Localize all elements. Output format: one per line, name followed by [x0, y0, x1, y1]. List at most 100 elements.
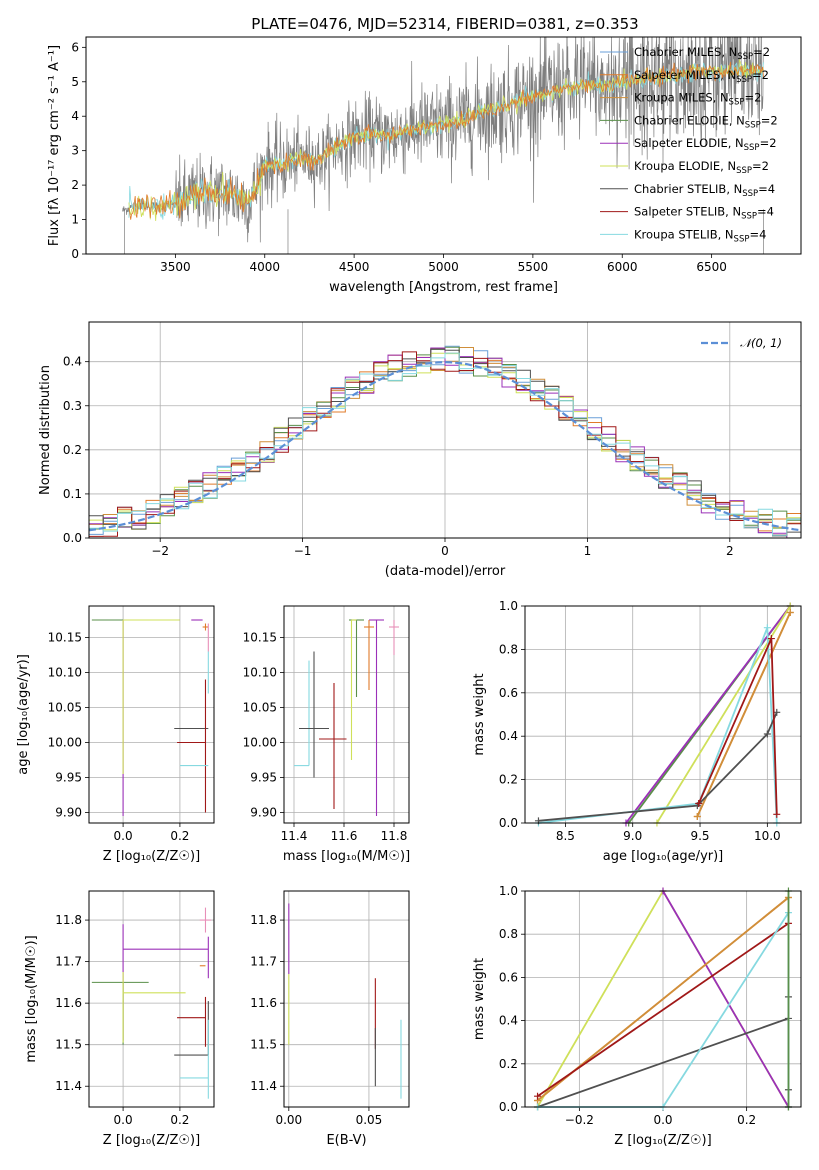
legend-label: Chabrier MILES, N	[634, 45, 737, 59]
legend-subscript: SSP	[737, 52, 753, 62]
x-tick-label: 0	[441, 544, 449, 558]
axes-age_vs_Z: 0.0 0.2 9.90 9.95 10.00 10.05 10.10 10.15 Z [log…	[16, 605, 215, 864]
y-tick-label: 10.00	[243, 736, 277, 750]
errorbar-point-8	[179, 1019, 209, 1099]
y-tick-label: 11.5	[55, 1038, 82, 1052]
legend-label: Kroupa ELODIE, N	[634, 159, 736, 173]
legend-suffix: =2	[744, 91, 761, 105]
y-tick-label: 0.0	[499, 1100, 518, 1114]
axes-frame-mass_vs_Z	[88, 890, 215, 1108]
errorbar-point-6	[177, 996, 207, 1047]
errorbar-point-5	[369, 619, 384, 816]
x-tick-label: 9.0	[623, 829, 642, 843]
errorbar-point-7	[174, 1001, 209, 1056]
x-tick-label: −0.2	[565, 1113, 594, 1127]
legend-subscript: SSP	[742, 189, 758, 199]
legend-label: Chabrier ELODIE, N	[634, 113, 745, 127]
axes-frame-weight_vs_age	[524, 605, 802, 824]
legend-suffix: =2	[752, 68, 769, 82]
legend-subscript: SSP	[741, 212, 757, 222]
errorbar-point-6	[364, 620, 374, 690]
x-axis-label: mass [log₁₀(M/M☉)]	[283, 849, 410, 864]
axes-mass_vs_Z: 0.0 0.2 11.4 11.5 11.6 11.7 11.8 Z [log₁₀(Z/Z☉)…	[24, 890, 215, 1148]
errorbar-point-2	[122, 972, 186, 1043]
x-axis-label: Z [log₁₀(Z/Z☉)]	[103, 849, 200, 864]
legend-subscript: SSP	[729, 98, 745, 108]
x-tick-label: 8.5	[556, 829, 575, 843]
x-tick-label: 11.4	[281, 829, 308, 843]
legend-entry: 𝒩(0, 1)	[740, 336, 782, 350]
y-tick-label: 0.3	[63, 399, 82, 413]
weight-line-5	[538, 627, 778, 824]
x-tick-label: 11.8	[381, 829, 408, 843]
errorbar-point-4	[350, 619, 357, 760]
legend-subscript: SSP	[745, 120, 761, 130]
errorbar-point-1	[299, 651, 329, 778]
y-tick-label: 0.6	[499, 970, 518, 984]
y-tick-label: 2	[71, 178, 79, 192]
y-tick-label: 11.7	[250, 955, 277, 969]
errorbar-point-2	[319, 683, 347, 809]
y-tick-label: 11.7	[55, 955, 82, 969]
weight-line-1	[625, 605, 791, 824]
legend-suffix: =4	[749, 227, 766, 241]
errorbar-point-8	[177, 679, 207, 813]
legend-suffix: =2	[760, 136, 777, 150]
y-tick-label: 11.4	[250, 1079, 277, 1093]
x-tick-label: 5000	[428, 260, 459, 274]
axes-mass_vs_ebv: 0.00 0.05 11.4 11.5 11.6 11.7 11.8 E(B-V)	[250, 890, 410, 1148]
legend-entry: Chabrier MILES, NSSP=2	[634, 45, 770, 62]
y-tick-label: 0.0	[63, 531, 82, 545]
y-tick-label: 0.6	[499, 686, 518, 700]
y-tick-label: 9.95	[250, 771, 277, 785]
x-tick-label: 1	[584, 544, 592, 558]
y-tick-label: 11.8	[250, 913, 277, 927]
legend-suffix: =2	[753, 45, 770, 59]
weight-marker	[773, 810, 781, 818]
axes-frame-weight_vs_Z	[524, 890, 802, 1108]
weight-marker	[693, 812, 701, 820]
y-tick-label: 0.0	[499, 816, 518, 830]
y-axis-label: Flux [fλ 10⁻¹⁷ erg cm⁻² s⁻¹ A⁻¹]	[47, 45, 62, 246]
x-axis-label: age [log₁₀(age/yr)]	[603, 849, 724, 864]
legend-entry: Salpeter STELIB, NSSP=4	[634, 205, 774, 222]
figure-title: PLATE=0476, MJD=52314, FIBERID=0381, z=0…	[251, 15, 638, 33]
x-tick-label: 4000	[249, 260, 280, 274]
weight-line-1	[662, 890, 790, 1108]
x-tick-label: 6000	[607, 260, 638, 274]
legend-suffix: =2	[752, 159, 769, 173]
panels: 3500 4000 4500 5000 5500 6000 6500 0 1 2 3 4 5 6 wavel…	[16, 36, 802, 1148]
x-tick-label: 0.05	[356, 1113, 383, 1127]
y-tick-label: 0.2	[499, 1057, 518, 1071]
y-tick-label: 11.5	[250, 1038, 277, 1052]
errorbar-point-2	[122, 619, 180, 774]
y-tick-label: 0.1	[63, 487, 82, 501]
y-tick-label: 11.8	[55, 913, 82, 927]
legend-subscript: SSP	[736, 166, 752, 176]
y-tick-label: 11.6	[55, 996, 82, 1010]
errorbar-point-0	[294, 660, 310, 767]
x-axis-label: Z [log₁₀(Z/Z☉)]	[103, 1133, 200, 1148]
legend-entry: Kroupa ELODIE, NSSP=2	[634, 159, 769, 176]
x-tick-label: 0.2	[170, 829, 189, 843]
x-tick-label: −2	[151, 544, 169, 558]
y-tick-label: 3	[71, 144, 79, 158]
y-tick-label: 9.90	[250, 806, 277, 820]
legend-label: Salpeter STELIB, N	[634, 205, 741, 219]
legend-label: Chabrier STELIB, N	[634, 182, 742, 196]
x-tick-label: 11.6	[331, 829, 358, 843]
x-tick-label: 4500	[339, 260, 370, 274]
y-tick-label: 10.15	[48, 631, 82, 645]
x-tick-label: 6500	[696, 260, 727, 274]
y-tick-label: 10.15	[243, 631, 277, 645]
y-tick-label: 10.10	[243, 666, 277, 680]
y-tick-label: 4	[71, 109, 79, 123]
y-tick-label: 11.6	[250, 996, 277, 1010]
errorbar-point-4	[202, 623, 209, 631]
legend-label: Salpeter MILES, N	[634, 68, 736, 82]
legend-label: Kroupa MILES, N	[634, 91, 729, 105]
legend-entry: Kroupa MILES, NSSP=2	[634, 91, 761, 108]
axes-frame-age_vs_mass	[283, 605, 410, 824]
legend-entry: Chabrier ELODIE, NSSP=2	[634, 113, 778, 130]
